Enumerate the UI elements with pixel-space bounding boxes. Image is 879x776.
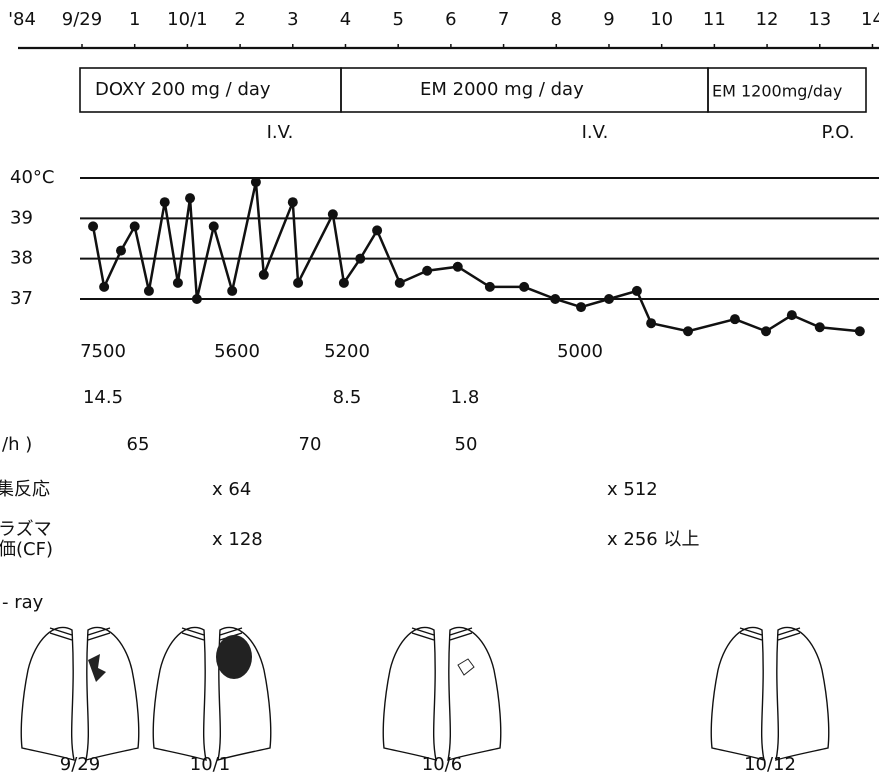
temperature-point — [130, 221, 140, 231]
lab-value: 1.8 — [451, 387, 480, 408]
y-tick-label: 38 — [10, 248, 33, 269]
lab-value: x 512 — [607, 479, 658, 500]
x-tick-label: 8 — [551, 9, 562, 30]
temperature-point — [293, 278, 303, 288]
temperature-point — [395, 278, 405, 288]
temperature-point — [173, 278, 183, 288]
x-tick-label: 10 — [650, 9, 673, 30]
lab-value: 8.5 — [333, 387, 362, 408]
lab-value: 5000 — [557, 341, 603, 362]
route: I.V. — [267, 122, 294, 143]
lab-value: 65 — [127, 434, 150, 455]
lab-label: 集反応 — [0, 479, 50, 500]
y-tick-label: 39 — [10, 207, 33, 228]
temperature-point — [604, 294, 614, 304]
x-tick-label: 3 — [287, 9, 298, 30]
lung-sketch — [21, 627, 139, 760]
temperature-point — [646, 318, 656, 328]
temperature-point — [192, 294, 202, 304]
temperature-point — [576, 302, 586, 312]
temperature-point — [328, 209, 338, 219]
lab-value: 5600 — [214, 341, 260, 362]
temperature-point — [730, 314, 740, 324]
temperature-point — [485, 282, 495, 292]
temperature-point — [453, 262, 463, 272]
x-tick-label: 9/29 — [62, 9, 102, 30]
x-tick-label: 2 — [234, 9, 245, 30]
x-tick-label: 13 — [808, 9, 831, 30]
regimen: EM 2000 mg / day — [420, 79, 584, 100]
temperature-point — [288, 197, 298, 207]
temperature-point — [761, 326, 771, 336]
temperature-point — [99, 282, 109, 292]
x-tick-label: 1 — [129, 9, 140, 30]
x-tick-label: 11 — [703, 9, 726, 30]
temperature-point — [88, 221, 98, 231]
lab-value: x 256 以上 — [607, 529, 699, 550]
lung-sketch — [383, 627, 501, 760]
lab-value: 14.5 — [83, 387, 123, 408]
temperature-point — [355, 254, 365, 264]
temperature-point — [815, 322, 825, 332]
temperature-point — [339, 278, 349, 288]
temperature-point — [422, 266, 432, 276]
clinical-chart: '84 DOXY 200 mg / day EM 2000 mg / day E… — [0, 0, 879, 776]
temperature-point — [251, 177, 261, 187]
lab-value: 5200 — [324, 341, 370, 362]
temperature-point — [787, 310, 797, 320]
lung-sketch — [711, 627, 829, 760]
x-tick-label: 4 — [340, 9, 351, 30]
route: I.V. — [582, 122, 609, 143]
year-label: '84 — [8, 9, 36, 30]
lab-value: x 64 — [212, 479, 251, 500]
lab-label: ラズマ価(CF) — [0, 519, 53, 560]
temperature-point — [144, 286, 154, 296]
lab-value: x 128 — [212, 529, 263, 550]
x-tick-label: 7 — [498, 9, 509, 30]
temperature-point — [519, 282, 529, 292]
lesion — [458, 659, 474, 675]
temperature-point — [550, 294, 560, 304]
x-tick-label: 10/1 — [167, 9, 207, 30]
temperature-point — [632, 286, 642, 296]
xray-date: 9/29 — [60, 754, 100, 775]
temperature-point — [227, 286, 237, 296]
y-tick-label: 37 — [10, 288, 33, 309]
temperature-point — [160, 197, 170, 207]
temperature-point — [259, 270, 269, 280]
x-tick-label: 5 — [392, 9, 403, 30]
xray-date: 10/1 — [190, 754, 230, 775]
lesion — [88, 654, 106, 682]
lab-value: 7500 — [80, 341, 126, 362]
x-tick-label: 9 — [603, 9, 614, 30]
lab-label: /h ) — [2, 434, 32, 455]
xray-label: - ray — [2, 592, 44, 613]
temperature-point — [185, 193, 195, 203]
regimen: DOXY 200 mg / day — [95, 79, 271, 100]
x-tick-label: 6 — [445, 9, 456, 30]
temperature-line — [93, 182, 860, 331]
y-tick-label: 40°C — [10, 167, 54, 188]
temperature-point — [855, 326, 865, 336]
temperature-point — [116, 246, 126, 256]
route: P.O. — [822, 122, 855, 143]
temperature-point — [372, 225, 382, 235]
temperature-point — [683, 326, 693, 336]
xray-date: 10/6 — [422, 754, 462, 775]
regimen: EM 1200mg/day — [712, 82, 842, 101]
x-tick-label: 12 — [756, 9, 779, 30]
x-tick-label: 14 — [861, 9, 879, 30]
lab-value: 70 — [299, 434, 322, 455]
lung-sketch — [153, 627, 271, 760]
lab-value: 50 — [455, 434, 478, 455]
xray-date: 10/12 — [744, 754, 796, 775]
lesion — [216, 635, 252, 679]
temperature-point — [209, 221, 219, 231]
